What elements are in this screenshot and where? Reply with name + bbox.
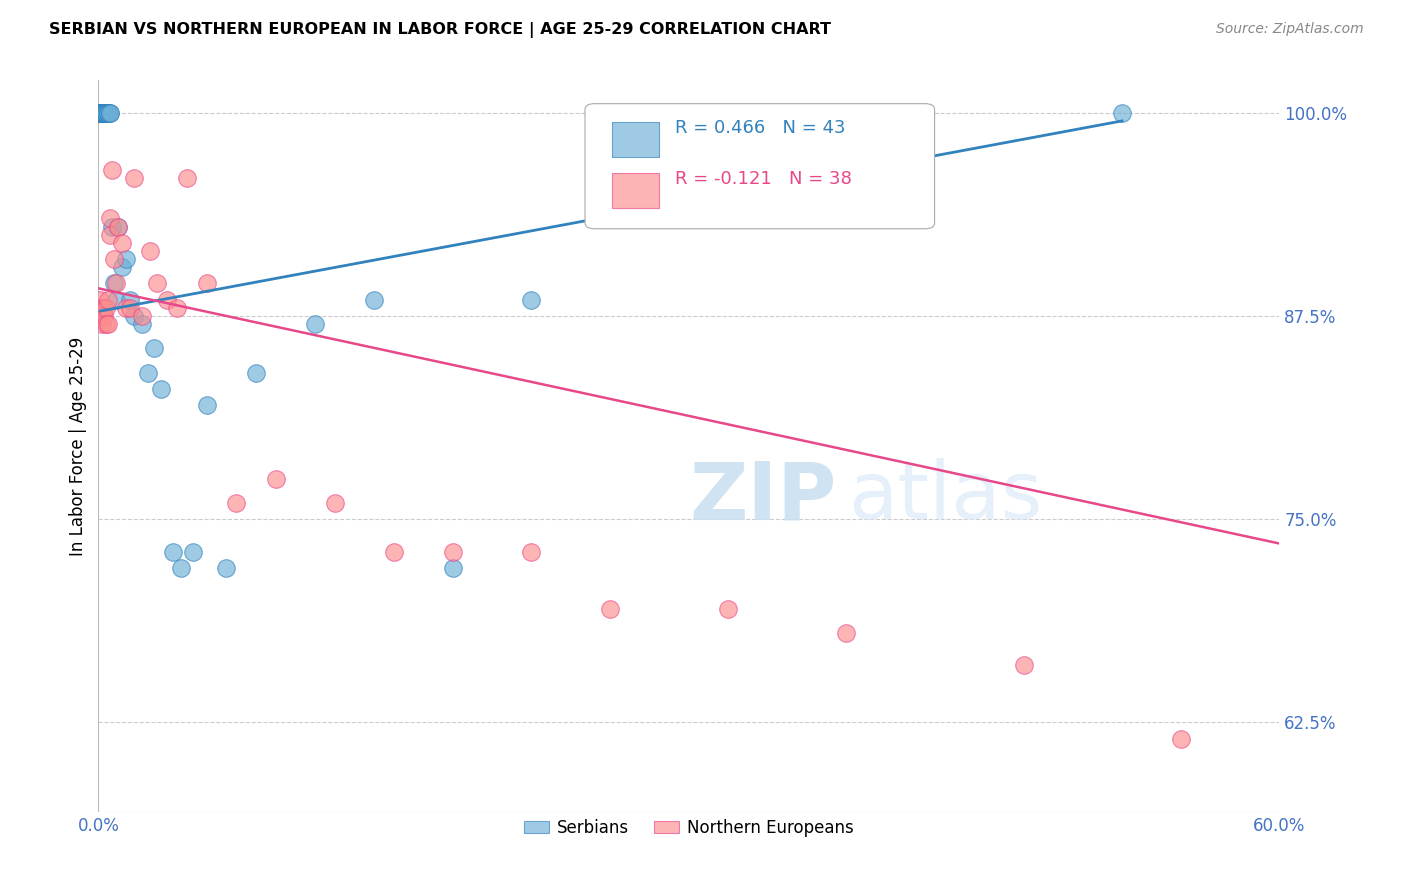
Point — [103, 277, 125, 291]
Point — [245, 366, 267, 380]
Point — [98, 211, 121, 226]
Point — [89, 309, 111, 323]
Point — [89, 105, 111, 120]
Point — [97, 105, 120, 120]
Point — [115, 301, 138, 315]
Point — [111, 260, 134, 275]
Point — [105, 277, 128, 291]
Point — [115, 252, 138, 266]
Point — [91, 317, 114, 331]
Point — [97, 105, 120, 120]
Point — [225, 496, 247, 510]
Point — [93, 301, 115, 315]
Point — [162, 544, 184, 558]
Point — [93, 309, 115, 323]
Legend: Serbians, Northern Europeans: Serbians, Northern Europeans — [517, 813, 860, 844]
Point — [363, 293, 385, 307]
Point — [1111, 105, 1133, 120]
Point — [176, 170, 198, 185]
Point — [96, 105, 118, 120]
Point — [195, 277, 218, 291]
Point — [101, 162, 124, 177]
Point — [150, 382, 173, 396]
Point — [441, 544, 464, 558]
Point — [131, 317, 153, 331]
Point — [93, 105, 115, 120]
Point — [101, 219, 124, 234]
Bar — [612, 173, 659, 209]
Point — [96, 301, 118, 315]
Point — [1012, 658, 1035, 673]
Text: SERBIAN VS NORTHERN EUROPEAN IN LABOR FORCE | AGE 25-29 CORRELATION CHART: SERBIAN VS NORTHERN EUROPEAN IN LABOR FO… — [49, 22, 831, 38]
Point — [195, 398, 218, 412]
Point — [520, 293, 543, 307]
Point — [89, 105, 111, 120]
Point — [382, 544, 405, 558]
Point — [111, 235, 134, 250]
Point — [91, 301, 114, 315]
Point — [1170, 731, 1192, 746]
Point — [91, 105, 114, 120]
FancyBboxPatch shape — [585, 103, 935, 228]
Point — [156, 293, 179, 307]
Text: R = -0.121   N = 38: R = -0.121 N = 38 — [675, 170, 852, 188]
Point — [98, 105, 121, 120]
Point — [599, 601, 621, 615]
Point — [97, 293, 120, 307]
Point — [98, 105, 121, 120]
Point — [89, 105, 111, 120]
Point — [304, 317, 326, 331]
Point — [835, 626, 858, 640]
Point — [520, 544, 543, 558]
Point — [122, 170, 145, 185]
Point — [166, 301, 188, 315]
Point — [441, 561, 464, 575]
Point — [107, 219, 129, 234]
Point — [122, 309, 145, 323]
Point — [96, 105, 118, 120]
Text: R = 0.466   N = 43: R = 0.466 N = 43 — [675, 119, 845, 136]
Point — [215, 561, 238, 575]
Point — [96, 105, 118, 120]
Point — [91, 105, 114, 120]
Point — [107, 219, 129, 234]
Point — [181, 544, 204, 558]
Point — [89, 105, 111, 120]
Point — [97, 317, 120, 331]
Point — [96, 317, 118, 331]
Text: atlas: atlas — [848, 458, 1043, 536]
Point — [98, 227, 121, 242]
Point — [97, 105, 120, 120]
Point — [89, 293, 111, 307]
Point — [131, 309, 153, 323]
Point — [103, 252, 125, 266]
Text: Source: ZipAtlas.com: Source: ZipAtlas.com — [1216, 22, 1364, 37]
Point — [93, 105, 115, 120]
Point — [142, 342, 165, 356]
Point — [93, 105, 115, 120]
Point — [138, 244, 160, 258]
Point — [118, 293, 141, 307]
Point — [91, 105, 114, 120]
Point — [323, 496, 346, 510]
Point — [170, 561, 193, 575]
Point — [93, 105, 115, 120]
Y-axis label: In Labor Force | Age 25-29: In Labor Force | Age 25-29 — [69, 336, 87, 556]
Point — [264, 471, 287, 485]
Point — [146, 277, 169, 291]
Text: ZIP: ZIP — [689, 458, 837, 536]
Point — [136, 366, 159, 380]
Point — [105, 293, 128, 307]
Point — [91, 105, 114, 120]
Point — [118, 301, 141, 315]
Bar — [612, 122, 659, 157]
Point — [717, 601, 740, 615]
